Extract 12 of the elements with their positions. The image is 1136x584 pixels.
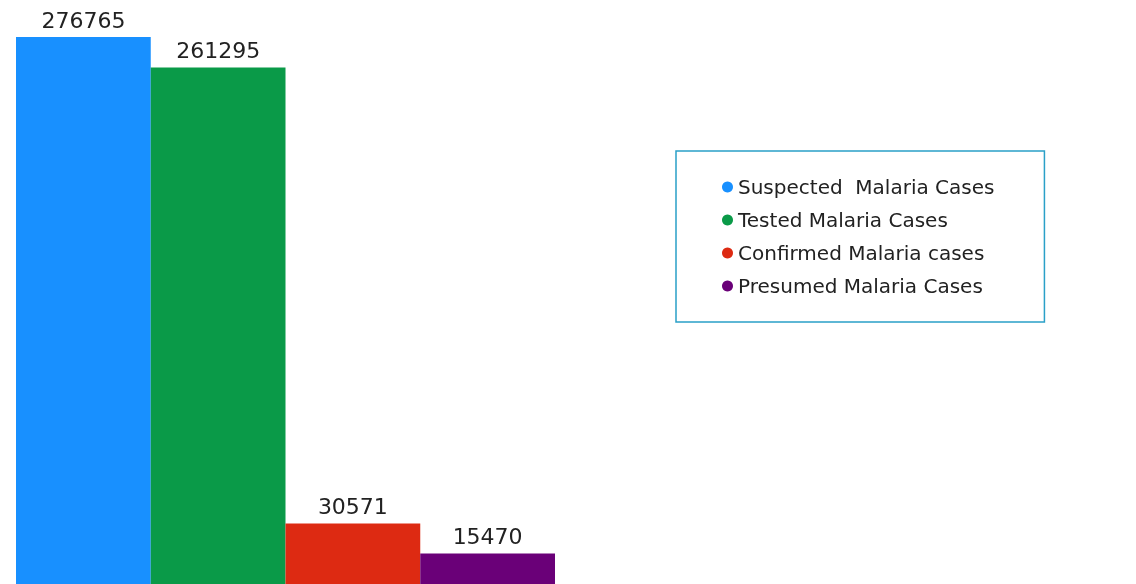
bar [150,67,286,584]
bar [420,553,555,584]
legend-label: Presumed Malaria Cases [738,274,983,298]
bar [16,37,151,584]
bar [285,523,421,584]
legend-label: Confirmed Malaria cases [738,241,985,265]
data-label: 261295 [176,38,261,64]
data-label: 276765 [41,7,126,33]
legend-label: Suspected Malaria Cases [738,175,995,199]
data-label: 30571 [317,494,388,520]
data-label: 15470 [452,523,523,549]
legend-label: Tested Malaria Cases [737,208,948,232]
